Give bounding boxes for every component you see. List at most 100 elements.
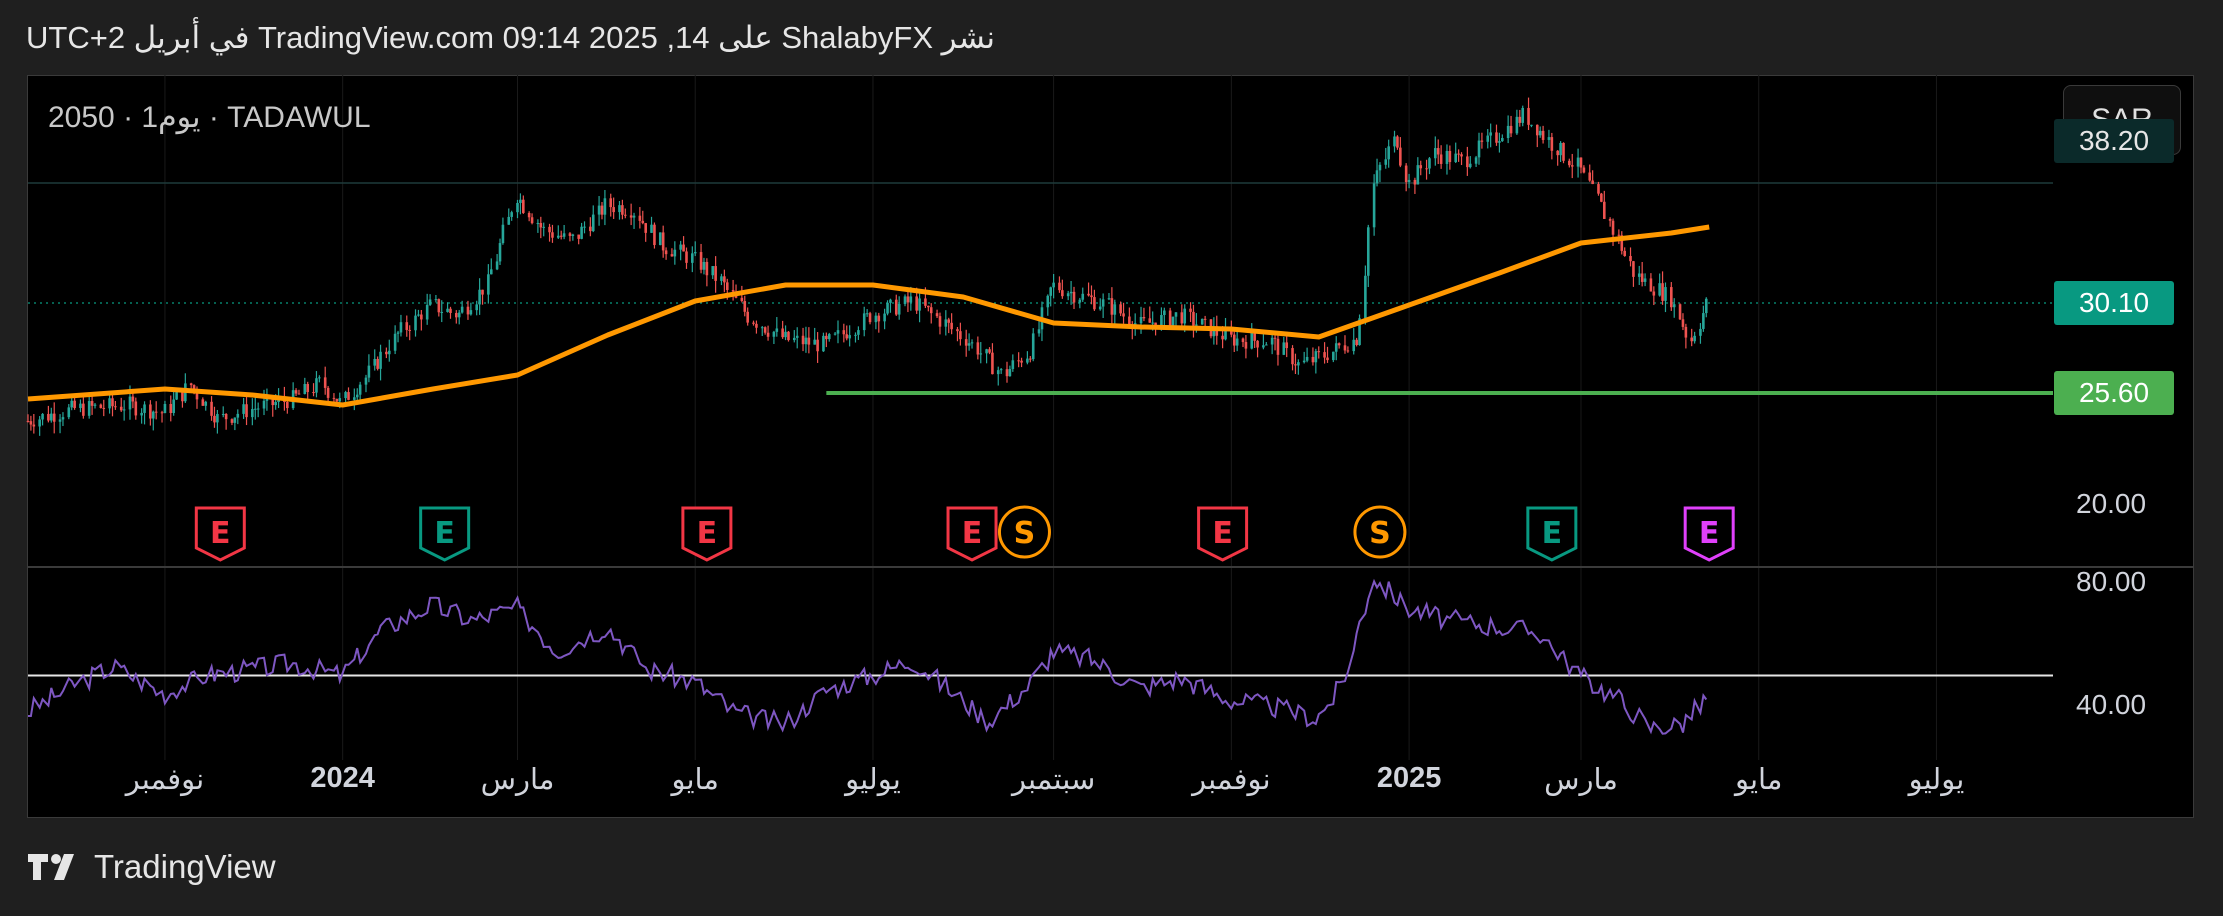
- candle-body: [1262, 345, 1265, 348]
- candle-body: [755, 323, 758, 328]
- candle-body: [1608, 218, 1612, 221]
- candle-body: [944, 319, 948, 327]
- candle-body: [787, 331, 790, 341]
- candle-body: [807, 337, 811, 345]
- candle-body: [1256, 340, 1259, 348]
- candle-body: [1591, 180, 1594, 185]
- candle-body: [868, 313, 872, 323]
- time-axis-label: يوليو: [845, 764, 901, 796]
- candle-body: [1101, 299, 1105, 307]
- candle-body: [836, 330, 840, 334]
- candle-body: [387, 350, 391, 355]
- candle-body: [114, 406, 117, 408]
- candle-body: [653, 224, 656, 246]
- candle-body: [1506, 125, 1510, 139]
- earnings-event-marker: [1197, 506, 1249, 562]
- candle-body: [420, 314, 423, 320]
- time-axis-label: يوليو: [1908, 764, 1965, 796]
- candle-body: [52, 413, 56, 422]
- candle-body: [169, 404, 173, 413]
- candle-body: [1364, 275, 1367, 319]
- time-axis-label: نوفمبر: [1192, 764, 1271, 796]
- candle-body: [522, 199, 525, 213]
- candle-body: [1183, 308, 1187, 324]
- candle-body: [38, 419, 41, 427]
- candle-body: [93, 404, 97, 406]
- candle-body: [792, 337, 796, 341]
- candle-body: [886, 302, 889, 314]
- candle-body: [985, 349, 988, 354]
- candle-body: [73, 400, 76, 408]
- candle-body: [99, 404, 103, 408]
- candle-body: [519, 199, 522, 203]
- earnings-event-marker: [1683, 506, 1735, 562]
- candle-body: [1160, 314, 1163, 329]
- candle-body: [507, 216, 511, 225]
- candle-body: [434, 299, 438, 301]
- candle-body: [318, 377, 321, 379]
- candle-body: [306, 384, 310, 393]
- candle-body: [1375, 170, 1379, 184]
- candle-body: [466, 306, 470, 315]
- candle-body: [935, 313, 939, 317]
- candle-body: [256, 408, 260, 410]
- candle-body: [1515, 116, 1519, 134]
- candle-body: [286, 402, 289, 409]
- candle-body: [1550, 137, 1554, 151]
- candle-body: [1253, 332, 1256, 341]
- candle-body: [784, 331, 787, 338]
- candle-body: [1602, 201, 1606, 219]
- candle-body: [781, 328, 784, 338]
- candle-body: [172, 399, 175, 413]
- candle-body: [618, 205, 621, 213]
- candle-body: [857, 330, 860, 335]
- candle-body: [929, 307, 933, 314]
- event-marker-label: E: [697, 516, 718, 551]
- candle-body: [1640, 273, 1644, 282]
- candle-body: [999, 369, 1003, 371]
- tradingview-logo[interactable]: TradingView: [28, 848, 276, 886]
- candle-body: [894, 299, 898, 315]
- candle-body: [883, 313, 886, 322]
- chart-frame[interactable]: [27, 75, 2194, 818]
- event-marker-label: E: [1699, 516, 1720, 551]
- candle-body: [909, 296, 913, 303]
- candle-body: [457, 312, 461, 318]
- candle-body: [603, 198, 607, 215]
- candle-body: [854, 334, 857, 336]
- candle-body: [938, 316, 942, 327]
- candle-body: [1460, 154, 1463, 157]
- candle-body: [766, 332, 770, 337]
- candle-body: [1031, 333, 1035, 360]
- candle-body: [583, 226, 586, 228]
- candle-body: [906, 296, 910, 303]
- candle-body: [347, 392, 350, 400]
- candle-body: [1244, 342, 1248, 349]
- candle-body: [1285, 342, 1289, 349]
- candle-body: [1087, 293, 1090, 296]
- candle-body: [1454, 153, 1457, 163]
- candle-body: [242, 404, 245, 414]
- candle-body: [195, 389, 199, 400]
- candle-body: [772, 331, 776, 337]
- candle-body: [408, 329, 411, 331]
- candle-body: [253, 408, 257, 410]
- candle-body: [233, 417, 237, 423]
- candle-body: [122, 409, 126, 411]
- candle-body: [641, 220, 645, 224]
- candle-body: [1704, 298, 1708, 314]
- candle-body: [691, 253, 694, 263]
- candle-body: [1128, 316, 1131, 325]
- candle-body: [1570, 165, 1574, 167]
- candle-body: [693, 252, 697, 254]
- candle-body: [924, 298, 927, 306]
- candle-body: [236, 413, 240, 418]
- candle-body: [475, 304, 479, 311]
- candle-body: [61, 417, 65, 420]
- candle-body: [460, 306, 464, 313]
- candle-body: [556, 235, 560, 238]
- candle-body: [70, 400, 74, 408]
- event-marker-label: S: [1369, 516, 1391, 551]
- candle-body: [801, 335, 805, 345]
